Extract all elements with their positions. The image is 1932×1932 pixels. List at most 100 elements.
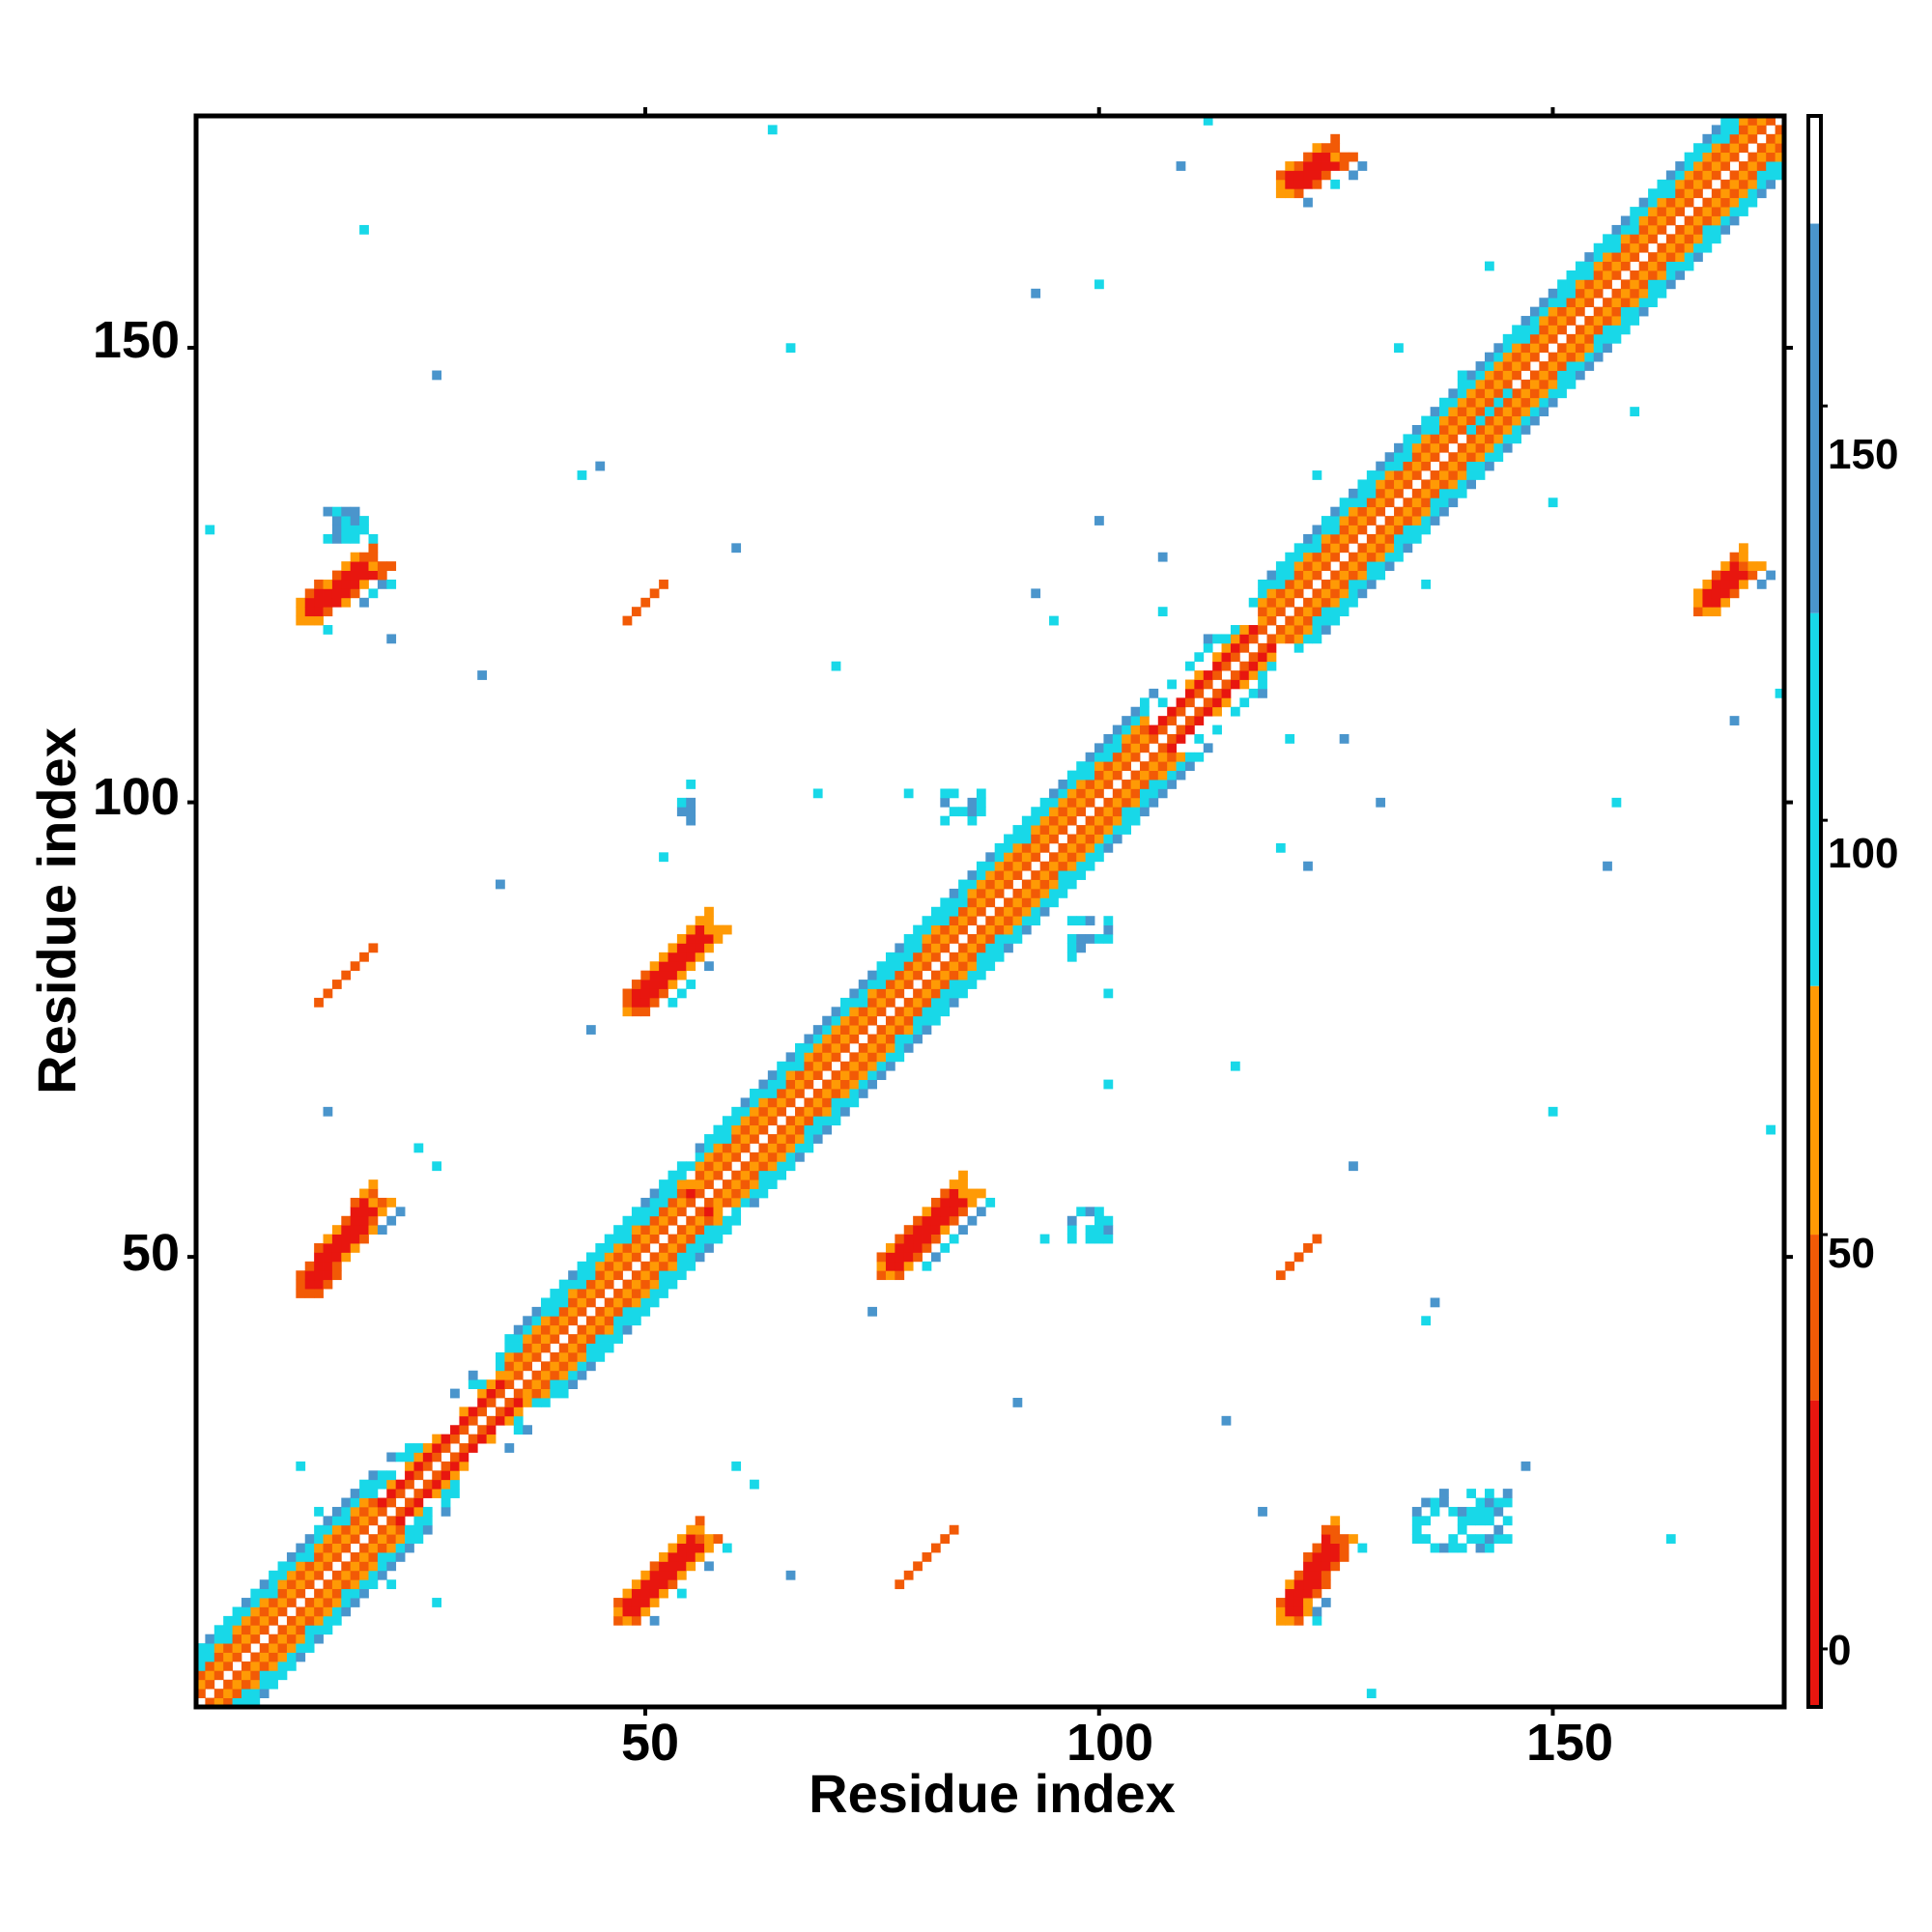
contact-cell	[523, 1324, 532, 1335]
contact-cell	[1167, 743, 1177, 753]
contact-cell	[622, 1588, 633, 1599]
contact-cell	[331, 570, 342, 581]
contact-cell	[1747, 152, 1758, 162]
contact-cell	[1693, 188, 1703, 199]
contact-cell	[232, 1679, 242, 1690]
contact-cell	[213, 1625, 224, 1635]
contact-cell	[585, 1025, 596, 1035]
contact-cell	[223, 1625, 233, 1635]
contact-cell	[1039, 879, 1050, 890]
contact-cell	[1285, 1598, 1295, 1607]
contact-cell	[1584, 279, 1595, 290]
contact-cell	[885, 1270, 895, 1281]
contact-cell	[1720, 561, 1731, 571]
contact-cell	[676, 1170, 687, 1180]
contact-cell	[314, 1561, 324, 1572]
contact-cell	[640, 988, 651, 999]
contact-cell	[1094, 815, 1104, 826]
contact-cell	[659, 1570, 668, 1580]
contact-cell	[604, 1234, 614, 1244]
contact-cell	[876, 1261, 887, 1271]
contact-cell	[232, 1652, 242, 1662]
contact-cell	[1031, 815, 1041, 826]
contact-cell	[1493, 407, 1504, 416]
contact-cell	[804, 1079, 814, 1090]
contact-cell	[1675, 234, 1686, 244]
contact-cell	[631, 1606, 641, 1617]
contact-cell	[895, 1025, 905, 1035]
contact-cell	[296, 1615, 306, 1626]
contact-cell	[1330, 607, 1341, 617]
contact-cell	[331, 1606, 342, 1617]
contact-cell	[1457, 442, 1467, 453]
contact-cell	[930, 1007, 941, 1017]
contact-cell	[323, 1598, 333, 1607]
contact-cell	[296, 597, 306, 608]
contact-cell	[450, 1489, 460, 1498]
contact-cell	[304, 607, 315, 617]
contact-cell	[350, 1207, 360, 1217]
contact-cell	[413, 1516, 424, 1526]
contact-cell	[649, 1561, 660, 1572]
contact-cell	[1049, 870, 1059, 880]
contact-cell	[1720, 143, 1731, 154]
contact-cell	[777, 1061, 787, 1071]
contact-cell	[1103, 752, 1114, 762]
contact-cell	[440, 1506, 451, 1517]
contact-cell	[1103, 770, 1114, 781]
contact-cell	[1739, 133, 1748, 144]
contact-cell	[839, 1015, 850, 1026]
colorbar-band	[1808, 1400, 1821, 1707]
contact-cell	[368, 1570, 379, 1580]
contact-cell	[922, 1215, 932, 1226]
contact-cell	[1330, 143, 1341, 154]
contact-cell	[296, 1543, 306, 1553]
contact-cell	[613, 1324, 623, 1335]
contact-cell	[504, 1334, 515, 1344]
contact-cell	[668, 1179, 678, 1189]
contact-cell	[1339, 588, 1350, 599]
contact-cell	[1239, 634, 1250, 644]
contact-cell	[368, 1506, 379, 1517]
contact-cell	[405, 1461, 414, 1471]
contact-cell	[1520, 316, 1531, 326]
contact-cell	[1766, 133, 1776, 144]
contact-cell	[1330, 1543, 1341, 1553]
contact-cell	[1593, 316, 1604, 326]
contact-cell	[577, 1351, 587, 1362]
contact-cell	[849, 1079, 860, 1090]
contact-cell	[1312, 179, 1322, 189]
contact-cell	[785, 1097, 796, 1108]
contact-cell	[1557, 288, 1567, 298]
contact-cell	[686, 1179, 696, 1189]
contact-cell	[1539, 361, 1549, 371]
contact-cell	[577, 470, 587, 480]
contact-cell	[740, 1097, 751, 1108]
contact-cell	[1203, 634, 1213, 644]
contact-cell	[1439, 461, 1449, 471]
contact-cell	[631, 1207, 641, 1217]
contact-cell	[1684, 179, 1694, 189]
contact-cell	[1575, 370, 1585, 381]
contact-cell	[1403, 461, 1413, 471]
contact-cell	[1702, 143, 1713, 154]
contact-cell	[740, 1197, 751, 1208]
contact-cell	[895, 952, 905, 962]
contact-cell	[1593, 288, 1604, 298]
contact-cell	[903, 1234, 914, 1244]
contact-cell	[323, 1543, 333, 1553]
contact-cell	[377, 1534, 387, 1544]
contact-cell	[1548, 388, 1558, 399]
contact-cell	[1384, 479, 1395, 490]
contact-cell	[1747, 197, 1758, 208]
contact-cell	[1603, 333, 1612, 344]
contact-cell	[1293, 1615, 1304, 1626]
contact-cell	[940, 970, 951, 980]
contact-cell	[359, 525, 369, 535]
contact-cell	[450, 1470, 460, 1481]
contact-cell	[1739, 188, 1748, 199]
contact-cell	[1475, 452, 1486, 463]
contact-cell	[695, 1225, 705, 1235]
colorbar-band	[1808, 612, 1821, 986]
contact-cell	[568, 1279, 578, 1290]
